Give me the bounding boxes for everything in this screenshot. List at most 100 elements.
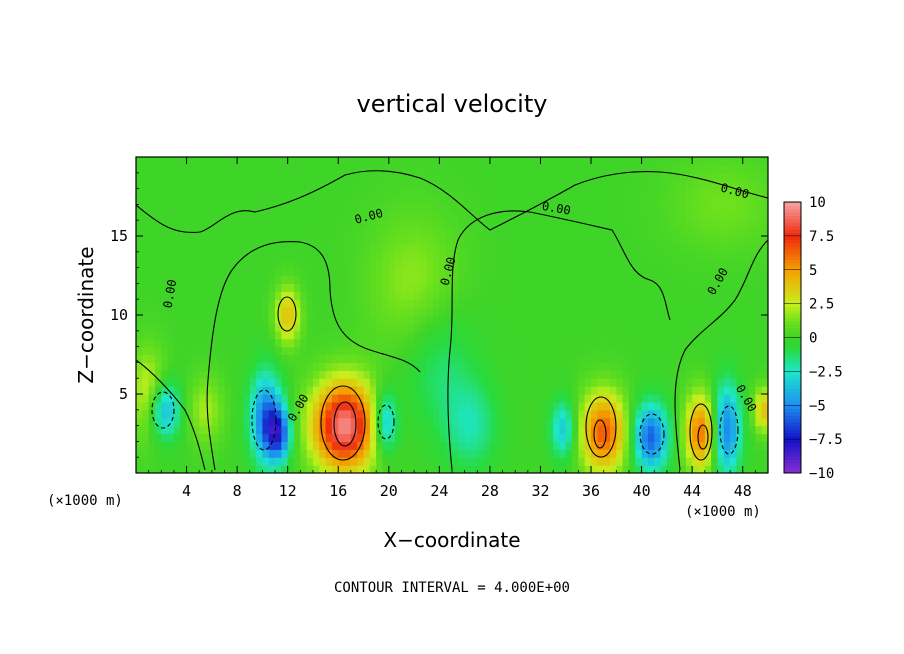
field-cell [717,394,725,403]
field-cell [515,220,523,229]
field-cell [395,299,403,308]
field-cell [508,346,516,356]
field-cell [723,394,731,403]
field-cell [414,386,421,395]
field-cell [287,188,295,198]
field-cell [464,267,472,277]
field-cell [344,338,352,348]
field-cell [546,449,554,458]
field-cell [395,204,403,213]
field-cell [382,212,390,221]
field-cell [388,212,396,221]
field-cell [230,449,238,458]
field-cell [723,236,731,245]
colorbar-segment [784,256,801,261]
field-cell [534,346,542,356]
field-cell [407,267,415,277]
field-cell [350,417,358,427]
field-cell [692,362,700,371]
field-cell [508,243,516,253]
field-cell [325,354,333,363]
field-cell [673,212,681,221]
field-cell [218,457,226,466]
field-cell [711,291,719,300]
field-cell [344,354,352,363]
field-cell [660,330,668,340]
field-cell [698,409,706,419]
field-cell [300,236,308,245]
field-cell [407,370,415,379]
field-cell [319,283,327,292]
field-cell [205,196,213,205]
field-cell [136,338,143,348]
field-cell [464,220,472,229]
field-cell [401,409,409,419]
field-cell [610,243,617,253]
field-cell [382,259,390,269]
field-cell [325,441,333,450]
field-cell [584,441,592,450]
colorbar-segment [784,388,801,393]
field-cell [502,275,510,284]
field-cell [546,283,554,292]
field-cell [508,322,516,332]
field-cell [553,465,561,473]
field-cell [452,220,459,229]
field-cell [205,204,213,213]
field-cell [704,204,712,213]
field-cell [470,330,478,340]
contour-updraft-45-inner [697,424,709,450]
field-cell [654,180,662,190]
field-cell [755,220,763,229]
field-cell [597,283,605,292]
field-cell [578,330,586,340]
field-cell [167,354,175,363]
field-cell [711,322,719,332]
field-cell [142,409,150,419]
field-cell [294,315,301,324]
field-cell [641,346,649,356]
contour-updraft-37-inner [593,419,607,449]
field-cell [679,433,687,442]
field-cell [527,315,535,324]
field-cell [401,370,409,379]
field-cell [730,204,737,213]
field-cell [312,259,320,269]
field-cell [192,259,200,269]
field-cell [395,259,403,269]
field-cell [395,236,403,245]
field-cell [142,354,150,363]
field-cell [540,346,548,356]
field-cell [452,394,459,403]
field-cell [565,236,573,245]
field-cell [357,299,365,308]
field-cell [704,425,712,435]
field-cell [376,307,384,316]
field-cell [369,338,377,348]
field-cell [205,386,213,395]
field-cell [540,378,548,387]
field-cell [192,338,200,348]
field-cell [338,425,346,435]
field-cell [161,433,169,442]
field-cell [230,315,238,324]
colorbar-segment [784,334,801,338]
field-cell [723,251,731,261]
field-cell [711,394,719,403]
field-cell [300,449,308,458]
field-cell [230,243,238,253]
field-cell [660,401,668,411]
field-cell [742,243,750,253]
field-cell [711,433,719,442]
field-cell [673,204,681,213]
field-cell [173,307,181,316]
field-cell [205,220,213,229]
field-cell [338,267,346,277]
field-cell [660,322,668,332]
field-cell [414,401,421,411]
field-cell [622,299,630,308]
field-cell [591,362,598,371]
field-cell [249,330,257,340]
field-cell [477,307,485,316]
field-cell [508,291,516,300]
